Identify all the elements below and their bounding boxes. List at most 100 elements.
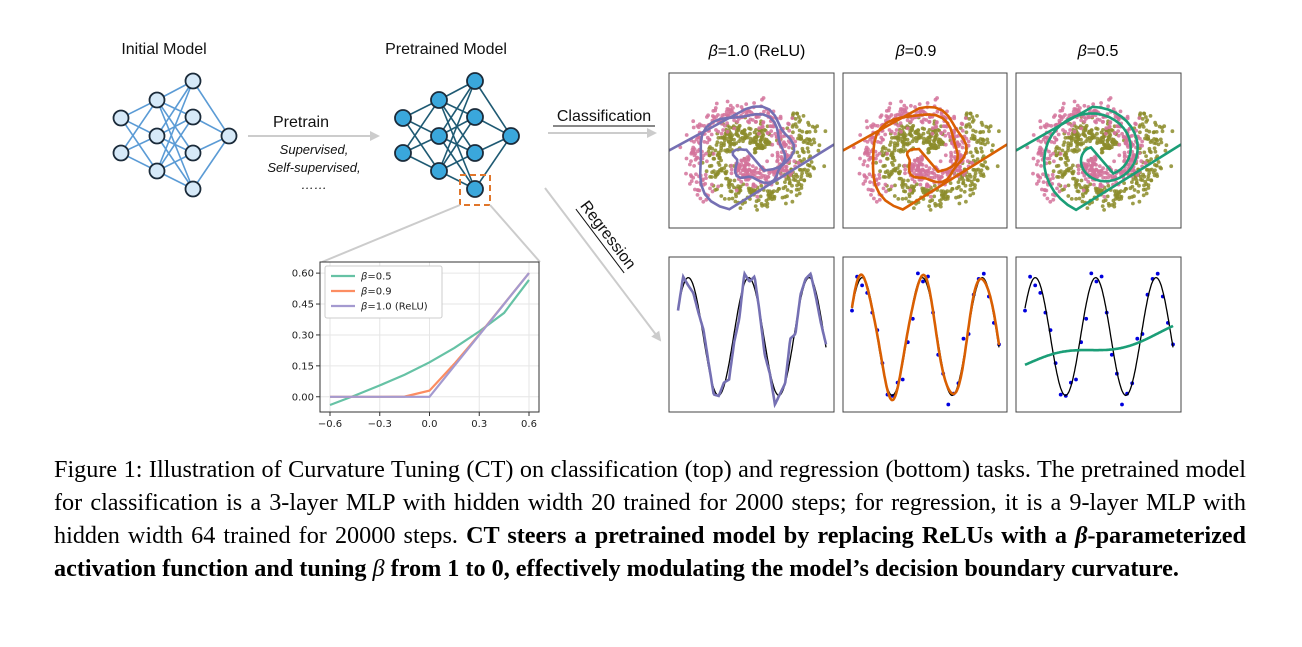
regression-point bbox=[1135, 336, 1140, 341]
class-b-point bbox=[902, 189, 906, 194]
class-a-point bbox=[729, 171, 734, 176]
class-b-point bbox=[1148, 140, 1153, 145]
class-a-point bbox=[1082, 173, 1087, 178]
class-b-point bbox=[802, 157, 806, 162]
class-b-point bbox=[1070, 171, 1075, 176]
regression-point bbox=[921, 279, 925, 284]
class-b-point bbox=[802, 167, 807, 172]
class-b-point bbox=[1109, 145, 1114, 150]
regression-point bbox=[900, 377, 905, 382]
class-a-point bbox=[914, 168, 919, 173]
pretrained-model-node bbox=[394, 109, 412, 127]
class-b-point bbox=[916, 136, 920, 141]
class-b-point bbox=[707, 153, 712, 158]
class-a-point bbox=[1042, 193, 1047, 197]
class-b-point bbox=[1155, 138, 1160, 143]
class-b-point bbox=[1153, 163, 1157, 167]
class-b-point bbox=[816, 148, 821, 153]
class-b-point bbox=[1062, 169, 1067, 174]
class-b-point bbox=[797, 115, 801, 119]
pretrained-model-network bbox=[394, 72, 520, 198]
class-b-point bbox=[727, 180, 731, 184]
class-b-point bbox=[1163, 148, 1168, 153]
class-a-point bbox=[917, 102, 922, 106]
regression-point bbox=[1094, 279, 1099, 284]
class-a-point bbox=[1052, 159, 1056, 164]
class-a-point bbox=[1138, 136, 1142, 141]
class-a-point bbox=[710, 189, 715, 194]
class-a-point bbox=[716, 184, 721, 189]
class-b-point bbox=[1151, 130, 1156, 135]
class-a-point bbox=[1104, 170, 1109, 175]
class-b-point bbox=[972, 177, 977, 182]
class-a-point bbox=[1117, 142, 1122, 147]
class-b-point bbox=[1144, 128, 1149, 133]
class-b-point bbox=[722, 141, 726, 146]
class-b-point bbox=[881, 145, 886, 149]
class-a-point bbox=[720, 113, 725, 118]
class-b-point bbox=[817, 143, 822, 148]
class-a-point bbox=[1038, 149, 1043, 154]
class-b-point bbox=[932, 194, 937, 199]
class-a-point bbox=[899, 99, 903, 104]
class-b-point bbox=[883, 175, 888, 179]
class-a-point bbox=[688, 162, 692, 167]
class-a-point bbox=[1057, 189, 1062, 194]
class-b-point bbox=[939, 193, 944, 198]
class-a-point bbox=[1140, 139, 1145, 144]
class-a-point bbox=[775, 155, 780, 159]
y-tick-label: 0.30 bbox=[292, 330, 314, 341]
class-b-point bbox=[987, 129, 991, 134]
class-a-point bbox=[1063, 184, 1068, 189]
class-a-point bbox=[1090, 170, 1095, 175]
class-a-point bbox=[754, 115, 759, 119]
class-b-point bbox=[761, 133, 766, 138]
initial-model-label: Initial Model bbox=[121, 41, 206, 58]
class-b-point bbox=[1142, 111, 1147, 116]
class-b-point bbox=[1051, 169, 1056, 174]
net-edge bbox=[402, 99, 440, 154]
class-b-point bbox=[1095, 136, 1100, 141]
class-a-point bbox=[966, 139, 971, 144]
class-a-point bbox=[903, 167, 908, 172]
class-b-point bbox=[728, 189, 733, 194]
class-a-point bbox=[920, 163, 925, 167]
class-a-point bbox=[1063, 113, 1067, 117]
class-a-point bbox=[863, 174, 867, 179]
class-a-point bbox=[910, 177, 915, 182]
class-b-point bbox=[932, 183, 937, 188]
class-a-point bbox=[769, 129, 774, 134]
class-a-point bbox=[965, 159, 970, 164]
regression-panel-beta-09 bbox=[842, 256, 1008, 413]
class-a-point bbox=[1089, 165, 1094, 170]
class-b-point bbox=[724, 176, 728, 181]
class-a-point bbox=[694, 172, 698, 177]
class-b-point bbox=[968, 193, 973, 198]
class-b-point bbox=[709, 163, 714, 168]
class-a-point bbox=[865, 149, 869, 154]
class-b-point bbox=[907, 199, 911, 204]
class-a-point bbox=[1122, 158, 1127, 163]
class-a-point bbox=[858, 133, 863, 137]
class-b-point bbox=[712, 156, 717, 161]
x-tick-label: 0.3 bbox=[471, 419, 487, 430]
class-b-point bbox=[1137, 124, 1142, 129]
class-b-point bbox=[715, 187, 719, 192]
class-a-point bbox=[713, 108, 718, 113]
class-a-point bbox=[930, 175, 934, 180]
class-b-point bbox=[733, 199, 738, 204]
class-a-point bbox=[926, 172, 931, 177]
class-a-point bbox=[761, 96, 766, 100]
class-b-point bbox=[1147, 171, 1151, 176]
class-a-point bbox=[1131, 153, 1135, 158]
class-a-point bbox=[1049, 140, 1054, 144]
class-a-point bbox=[732, 118, 736, 123]
class-b-point bbox=[906, 178, 910, 183]
regression-point bbox=[1155, 271, 1160, 276]
class-b-point bbox=[921, 190, 926, 195]
class-b-point bbox=[756, 145, 761, 150]
class-a-point bbox=[761, 121, 765, 125]
caption-bold-3: from 1 to 0, effectively modulating the … bbox=[384, 555, 1179, 582]
class-b-point bbox=[885, 156, 890, 161]
class-a-point bbox=[684, 171, 688, 176]
